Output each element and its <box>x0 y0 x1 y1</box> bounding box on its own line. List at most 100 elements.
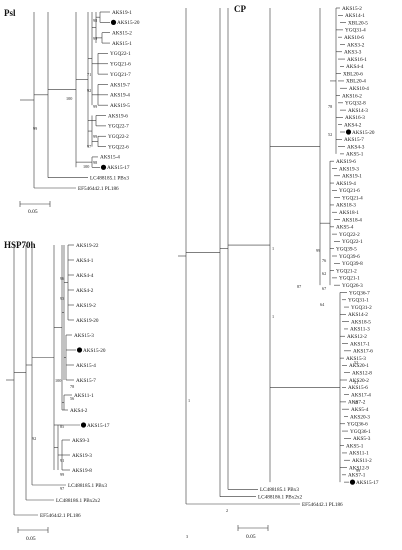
cp-bootstrap-3: 76 <box>322 258 326 263</box>
psl-scale-label: 0.05 <box>28 209 38 215</box>
cp-leaf-aks16-3: AKS16-3 <box>345 115 365 121</box>
cp-marker-aks15-20 <box>345 129 352 135</box>
cp-leaf-aks17-4: AKS17-4 <box>351 392 371 398</box>
psl-panel-title: Psl <box>4 8 16 18</box>
cp-leaf-aks19-3: AKS19-3 <box>339 166 359 172</box>
hsp70h-branches <box>6 244 80 516</box>
cp-leaf-aks14-3: AKS14-3 <box>348 108 368 114</box>
hsp70h-bootstrap-0: 96 <box>60 276 64 281</box>
hsp70h-bootstrap-6: 91 <box>60 458 64 463</box>
cp-leaf-aks3-3: AKS3-3 <box>344 50 362 56</box>
psl-branches <box>20 11 110 189</box>
psl-bootstrap-6: 99 <box>93 134 97 139</box>
hsp70h-bootstrap-4: 56 <box>70 396 74 401</box>
cp-leaf-aks7-1: AKS7-1 <box>348 473 366 479</box>
psl-leaf-ygq22-7: YGQ22-7 <box>108 124 129 130</box>
cp-leaf-aks12-9: AKS12-9 <box>349 465 369 471</box>
cp-bootstrap-4: 62 <box>322 271 326 276</box>
hsp70h-leaf-lc488186-1-pbx2x2: LC488186.1 PBx2x2 <box>56 498 101 504</box>
cp-bootstrap-10: 1 <box>188 398 190 403</box>
cp-branches <box>178 7 351 505</box>
hsp70h-leaf-aks9-3: AKS9-3 <box>72 438 90 444</box>
cp-bootstrap-7: 87 <box>297 284 301 289</box>
psl-leaf-ygq22-2: YGQ22-2 <box>108 134 129 140</box>
hsp70h-leaf-aks19-8: AKS19-8 <box>72 468 92 474</box>
cp-bootstrap-2: 99 <box>316 248 320 253</box>
psl-leaf-aks19-6: AKS19-6 <box>108 113 128 119</box>
cp-bootstrap-11: 52 <box>354 360 358 365</box>
hsp70h-leaf-aks19-3: AKS19-3 <box>72 453 92 459</box>
psl-leaf-aks15-1: AKS15-1 <box>112 41 132 47</box>
psl-tree-panel: Psl AKS19-1 AKS15-20 AKS15-2 AKS15-1 YGQ22-1… <box>4 8 140 215</box>
cp-leaf-aks11-3: AKS11-3 <box>350 327 370 333</box>
cp-leaf-ygq39-5: YGQ39-5 <box>336 247 357 253</box>
cp-leaf-aks12-8: AKS12-8 <box>352 371 372 377</box>
cp-leaf-aks19-4: AKS19-4 <box>336 181 356 187</box>
cp-leaf-aks4-2: AKS4-2 <box>344 123 362 129</box>
cp-leaf-aks5-1: AKS5-1 <box>346 443 364 449</box>
psl-leaf-aks15-2: AKS15-2 <box>112 31 132 37</box>
cp-bootstrap-5: 67 <box>322 286 326 291</box>
hsp70h-leaf-aks15-3: AKS15-3 <box>74 333 94 339</box>
cp-leaf-aks18-4: AKS18-4 <box>342 217 362 223</box>
psl-leaf-aks19-1: AKS19-1 <box>112 10 132 16</box>
psl-bootstrap-3: 92 <box>87 88 91 93</box>
cp-leaf-aks3-2: AKS3-2 <box>347 42 365 48</box>
psl-leaf-ygq22-1: YGQ22-1 <box>110 51 131 57</box>
psl-marker-aks15-17 <box>100 164 107 170</box>
hsp70h-bootstrap-3: 78 <box>70 384 74 389</box>
cp-leaf-aks15-2: AKS15-2 <box>342 6 362 12</box>
cp-leaf-lc488186-1-pbx2x2: LC488186.1 PBx2x2 <box>258 495 303 501</box>
psl-leaf-aks19-7: AKS19-7 <box>110 82 130 88</box>
psl-leaf-aks19-5: AKS19-5 <box>110 103 130 109</box>
cp-leaf-aks4-4: AKS4-4 <box>346 64 364 70</box>
psl-leaf-aks15-20: AKS15-20 <box>117 20 140 26</box>
cp-bootstrap-0: 78 <box>328 104 332 109</box>
hsp70h-bootstrap-8: 97 <box>60 486 64 491</box>
psl-leaf-aks15-4: AKS15-4 <box>100 155 120 161</box>
psl-leaf-lc488185-1-pbx3: LC488185.1 PBx3 <box>90 175 129 181</box>
cp-leaf-ygq36-1: YGQ36-1 <box>350 429 371 435</box>
hsp70h-leaf-aks15-7: AKS15-7 <box>76 378 96 384</box>
psl-bootstrap-4: 99 <box>93 104 97 109</box>
hsp70h-leaf-ef546442-1-pl186: EF546442.1 PL186 <box>40 513 81 519</box>
cp-bootstrap-15: 3 <box>186 534 188 539</box>
cp-leaf-aks15-7: AKS15-7 <box>344 137 364 143</box>
hsp70h-leaf-aks4-4: AKS4-4 <box>76 273 94 279</box>
cp-leaf-ef546442-1-pl186: EF546442.1 PL186 <box>302 502 343 508</box>
cp-leaf-ygq31-2: YGQ31-2 <box>351 305 372 311</box>
cp-leaf-xbl20-5: XBL20-5 <box>348 20 368 26</box>
cp-bootstrap-14: 99 <box>356 468 360 473</box>
cp-leaf-ygq21-1: YGQ21-1 <box>339 276 360 282</box>
psl-bootstrap-9: 100 <box>83 164 89 169</box>
hsp70h-leaf-aks19-20: AKS19-20 <box>76 318 99 324</box>
cp-leaf-ygq32-8: YGQ32-8 <box>345 101 366 107</box>
cp-leaf-aks15-17: AKS15-17 <box>356 480 379 486</box>
psl-bootstrap-2: 71 <box>87 72 91 77</box>
psl-marker-aks15-20 <box>110 19 117 25</box>
psl-leaves: AKS19-1 AKS15-20 AKS15-2 AKS15-1 YGQ22-1 YGQ2… <box>78 10 140 192</box>
psl-leaf-aks19-4: AKS19-4 <box>110 93 130 99</box>
hsp70h-bootstrap-5: 85 <box>60 424 64 429</box>
cp-leaf-aks17-6: AKS17-6 <box>353 349 373 355</box>
cp-leaf-aks20-1: AKS20-1 <box>349 363 369 369</box>
hsp70h-leaf-aks15-17: AKS15-17 <box>87 423 110 429</box>
psl-leaf-ygq22-6: YGQ22-6 <box>108 144 129 150</box>
cp-bootstrap-9: 1 <box>272 314 274 319</box>
cp-bootstrap-12: 51 <box>354 380 358 385</box>
cp-scale-label: 0.05 <box>246 534 256 540</box>
cp-leaf-aks11-2: AKS11-2 <box>352 458 372 464</box>
cp-leaf-ygq31-1: YGQ31-1 <box>348 298 369 304</box>
cp-leaf-aks4-3: AKS4-3 <box>347 144 365 150</box>
cp-leaf-aks15-3: AKS15-3 <box>346 356 366 362</box>
hsp70h-bootstrap-9: 92 <box>32 436 36 441</box>
cp-leaf-aks14-1: AKS14-1 <box>345 13 365 19</box>
cp-leaf-aks15-20: AKS15-20 <box>352 130 375 136</box>
cp-leaf-aks12-2: AKS12-2 <box>347 334 367 340</box>
hsp70h-scale-label: 0.05 <box>26 536 36 542</box>
cp-leaf-aks5-4: AKS5-4 <box>351 407 369 413</box>
cp-marker-aks15-17 <box>349 479 356 485</box>
hsp70h-leaves: AKS19-22 AKS4-1 AKS4-4 AKS4-2 AKS19-2 AKS19-2… <box>40 243 110 519</box>
